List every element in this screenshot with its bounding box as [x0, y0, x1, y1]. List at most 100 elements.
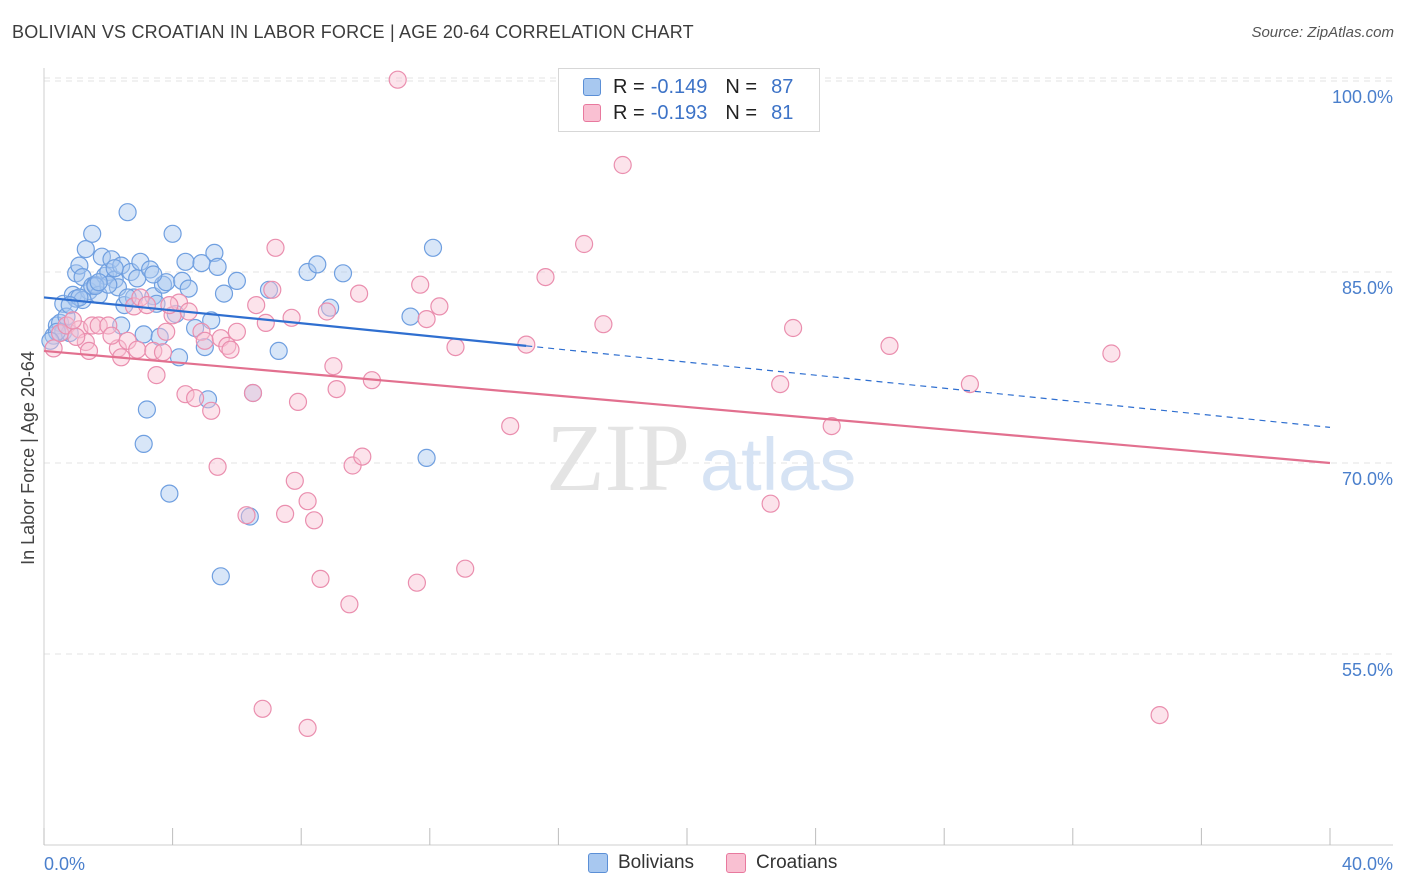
trend-line-bolivians	[43, 296, 527, 347]
data-point	[256, 313, 275, 332]
source-label: Source: ZipAtlas.com	[1251, 24, 1394, 41]
legend-row-bolivians: R = -0.149 N = 87	[583, 74, 793, 100]
data-point	[83, 224, 102, 243]
trend-lines	[43, 296, 1331, 465]
data-point	[771, 375, 790, 394]
series-bolivians	[41, 203, 443, 586]
y-axis-label: In Labor Force | Age 20-64	[18, 351, 38, 565]
data-point	[285, 471, 304, 490]
data-point	[89, 273, 108, 292]
data-point	[89, 316, 108, 335]
data-point	[266, 238, 285, 257]
data-point	[305, 511, 324, 530]
data-point	[63, 311, 83, 330]
data-point	[298, 492, 317, 511]
legend-label-bolivians: Bolivians	[618, 852, 695, 873]
data-point	[536, 268, 555, 287]
chart-title: BOLIVIAN VS CROATIAN IN LABOR FORCE | AG…	[12, 22, 694, 42]
data-point	[298, 718, 317, 738]
legend-swatch-croatians	[726, 853, 747, 873]
y-tick-label: 85.0%	[1342, 278, 1393, 298]
data-point	[263, 280, 282, 299]
legend-n-value: 81	[771, 101, 794, 124]
legend-item-croatians[interactable]: Croatians	[726, 852, 837, 874]
data-point	[423, 238, 443, 257]
legend-r-value: -0.149	[650, 75, 708, 98]
legend-row-croatians: R = -0.193 N = 81	[583, 100, 793, 126]
data-point	[79, 341, 99, 360]
y-tick-label: 100.0%	[1332, 87, 1393, 107]
watermark-zip: ZIP	[546, 404, 690, 511]
legend-item-bolivians[interactable]: Bolivians	[588, 852, 694, 874]
data-point	[137, 400, 156, 419]
data-point	[134, 325, 153, 344]
data-point	[269, 341, 288, 360]
data-point	[574, 234, 594, 254]
data-point	[247, 296, 266, 315]
data-point	[594, 315, 613, 334]
watermark: ZIP atlas	[546, 404, 856, 511]
data-point	[417, 310, 436, 329]
data-point	[227, 322, 246, 341]
data-point	[195, 331, 214, 350]
data-point	[333, 264, 353, 283]
y-tick-label: 55.0%	[1342, 660, 1393, 680]
data-point	[44, 339, 63, 358]
legend-r-value: -0.193	[650, 101, 708, 124]
data-point	[960, 375, 980, 394]
data-point	[613, 155, 632, 175]
data-point	[131, 288, 150, 307]
legend-swatch-croatians	[583, 104, 601, 122]
data-point	[160, 484, 179, 503]
data-point	[1150, 705, 1169, 725]
data-point	[186, 389, 205, 408]
data-point	[147, 366, 166, 385]
data-point	[288, 392, 308, 411]
data-point	[70, 256, 89, 275]
data-point	[388, 70, 407, 89]
data-point	[118, 203, 137, 222]
data-point	[195, 338, 214, 357]
data-point	[430, 297, 449, 316]
data-point	[141, 260, 160, 279]
x-tick-label: 0.0%	[44, 854, 85, 874]
data-point	[417, 448, 436, 467]
data-point	[134, 434, 153, 453]
data-point	[501, 417, 520, 436]
x-tick-label: 40.0%	[1342, 854, 1393, 874]
legend-r-label: R =	[613, 101, 645, 124]
data-point	[208, 457, 227, 476]
data-point	[205, 243, 224, 262]
data-point	[176, 385, 195, 404]
data-point	[243, 383, 263, 403]
data-point	[327, 380, 346, 399]
data-point	[137, 296, 156, 315]
data-point	[227, 271, 246, 290]
data-point	[99, 316, 118, 335]
data-point	[276, 504, 295, 524]
data-point	[67, 327, 86, 346]
data-point	[153, 343, 173, 362]
data-point	[214, 284, 234, 303]
legend-n-label: N =	[725, 101, 758, 124]
data-points	[41, 70, 1169, 738]
data-point	[401, 307, 420, 326]
data-point	[221, 340, 240, 359]
legend-r-label: R =	[613, 75, 645, 98]
tick-labels: 100.0% 85.0% 70.0% 55.0% 0.0% 40.0%	[44, 87, 1393, 874]
data-point	[76, 240, 95, 259]
series-legend: Bolivians Croatians	[588, 852, 869, 874]
data-point	[163, 224, 182, 243]
legend-swatch-bolivians	[583, 78, 601, 96]
y-tick-label: 70.0%	[1342, 469, 1393, 489]
watermark-atlas: atlas	[700, 423, 856, 506]
data-point	[102, 326, 121, 345]
data-point	[880, 336, 899, 355]
trend-line-croatians	[43, 349, 1331, 465]
data-point	[340, 595, 359, 614]
data-point	[298, 262, 317, 282]
data-point	[237, 506, 256, 525]
gridlines	[44, 77, 1393, 655]
data-point	[208, 257, 227, 276]
data-point	[446, 338, 465, 357]
